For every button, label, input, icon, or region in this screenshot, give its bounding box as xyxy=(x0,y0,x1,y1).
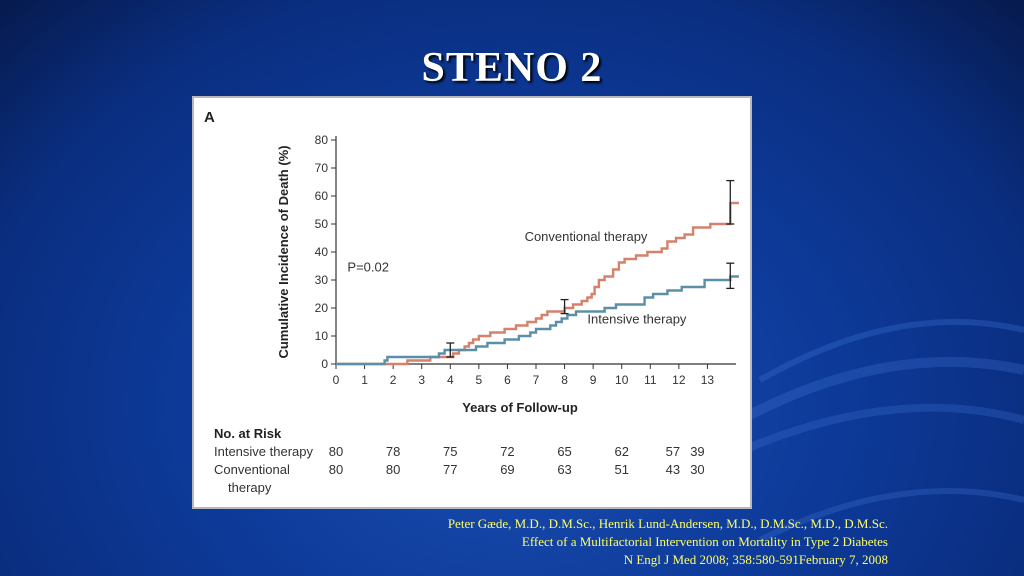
risk-count: 69 xyxy=(500,462,514,477)
risk-table-title: No. at Risk xyxy=(214,426,282,441)
risk-count: 78 xyxy=(386,444,400,459)
risk-count: 80 xyxy=(329,444,343,459)
risk-count: 51 xyxy=(614,462,628,477)
risk-count: 63 xyxy=(557,462,571,477)
y-tick-label: 0 xyxy=(321,357,328,371)
risk-count: 72 xyxy=(500,444,514,459)
risk-count: 30 xyxy=(690,462,704,477)
risk-count: 43 xyxy=(666,462,680,477)
x-tick-label: 13 xyxy=(701,373,715,387)
y-tick-label: 70 xyxy=(315,161,329,175)
panel-label: A xyxy=(204,109,215,126)
citation-title: Effect of a Multifactorial Intervention … xyxy=(521,534,888,549)
risk-count: 39 xyxy=(690,444,704,459)
series-label-intensive: Intensive therapy xyxy=(587,311,687,326)
kaplan-meier-figure: A 0 10 20 30 40 50 60 70 80 0 1 2 3 4 5 6 7 8 9 10 11 12 13 Year… xyxy=(192,96,752,509)
risk-count: 65 xyxy=(557,444,571,459)
x-tick-label: 8 xyxy=(561,373,568,387)
x-tick-label: 4 xyxy=(447,373,454,387)
y-tick-label: 10 xyxy=(315,329,329,343)
x-tick-label: 6 xyxy=(504,373,511,387)
y-axis-label: Cumulative Incidence of Death (%) xyxy=(276,145,291,358)
x-tick-label: 9 xyxy=(590,373,597,387)
series-line-conventional xyxy=(336,201,739,366)
risk-row-label: therapy xyxy=(228,480,272,495)
risk-count: 75 xyxy=(443,444,457,459)
series-label-conventional: Conventional therapy xyxy=(525,229,648,244)
series-line-intensive xyxy=(336,275,739,366)
risk-count: 77 xyxy=(443,462,457,477)
risk-count: 62 xyxy=(614,444,628,459)
risk-count: 57 xyxy=(666,444,680,459)
x-tick-label: 2 xyxy=(390,373,397,387)
citation-journal: N Engl J Med 2008; 358:580-591February 7… xyxy=(623,552,888,567)
x-tick-label: 12 xyxy=(672,373,686,387)
y-tick-label: 40 xyxy=(315,245,329,259)
y-tick-label: 50 xyxy=(315,217,329,231)
x-tick-label: 10 xyxy=(615,373,629,387)
risk-count: 80 xyxy=(386,462,400,477)
y-tick-label: 30 xyxy=(315,273,329,287)
y-tick-label: 20 xyxy=(315,301,329,315)
risk-count: 80 xyxy=(329,462,343,477)
x-tick-label: 1 xyxy=(361,373,368,387)
x-tick-label: 7 xyxy=(533,373,540,387)
x-tick-label: 5 xyxy=(476,373,483,387)
x-axis-label: Years of Follow-up xyxy=(462,400,578,415)
risk-row-label: Conventional xyxy=(214,462,290,477)
y-tick-label: 60 xyxy=(315,189,329,203)
slide-title: STENO 2 xyxy=(421,45,603,91)
x-tick-label: 3 xyxy=(418,373,425,387)
risk-row-label: Intensive therapy xyxy=(214,444,314,459)
citation-authors: Peter Gæde, M.D., D.M.Sc., Henrik Lund-A… xyxy=(447,516,888,531)
x-tick-label: 11 xyxy=(644,373,657,387)
p-value-label: P=0.02 xyxy=(347,260,389,275)
x-tick-label: 0 xyxy=(333,373,340,387)
y-tick-label: 80 xyxy=(315,133,329,147)
